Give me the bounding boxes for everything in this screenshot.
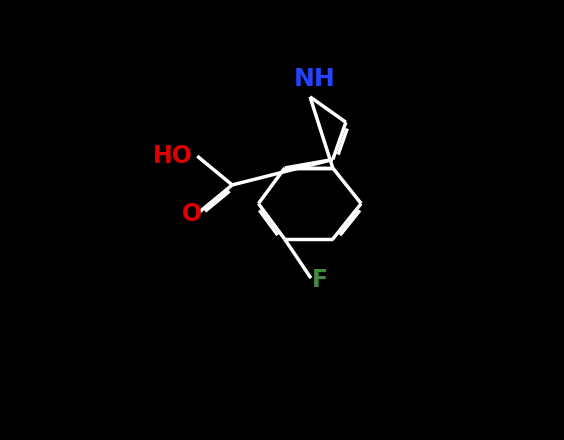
Text: HO: HO <box>153 144 193 168</box>
Text: F: F <box>311 268 328 292</box>
Text: O: O <box>182 202 202 226</box>
Text: NH: NH <box>293 67 335 91</box>
